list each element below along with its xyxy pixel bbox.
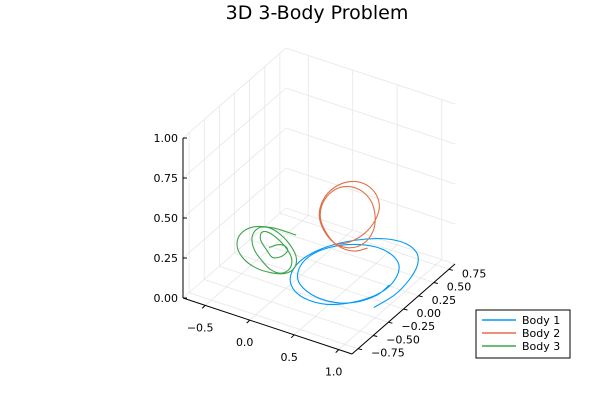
y-tick-label: 0.00	[417, 307, 442, 320]
x-tick-label: 0.5	[280, 351, 298, 364]
x-tick-label: 0.0	[236, 336, 254, 349]
y-tick-label: −0.25	[401, 320, 435, 333]
y-tick-mark	[433, 282, 438, 284]
y-tick-label: 0.25	[432, 294, 457, 307]
grid-line-side-wall-z	[182, 87, 287, 179]
y-tick-label: −0.50	[386, 334, 420, 347]
legend-label-body-2: Body 2	[522, 327, 560, 340]
y-tick-mark	[448, 268, 454, 271]
grid-line-floor-y	[279, 212, 450, 270]
x-tick-label: −0.5	[187, 321, 214, 334]
series-lines	[236, 180, 419, 308]
grid-line-back-wall-z	[285, 47, 456, 105]
series-line-body-1	[289, 238, 419, 308]
y-tick-label: 0.50	[447, 281, 472, 294]
legend-box	[475, 309, 571, 359]
grid-line-floor-y	[249, 239, 419, 297]
grid-line-floor-y	[188, 292, 359, 350]
grid-line-floor-y	[219, 265, 389, 323]
grid-line-side-wall-z	[182, 127, 287, 219]
legend: Body 1 Body 2 Body 3	[475, 309, 571, 359]
grid-line-back-wall-z	[285, 127, 456, 185]
grid-line-floor-y	[264, 226, 434, 283]
x-tick-mark	[290, 334, 295, 339]
x-tick-label: 1.0	[325, 366, 343, 379]
grid-lines	[182, 47, 456, 350]
grid-line-floor-y	[204, 279, 374, 336]
grid-line-back-wall-z	[285, 167, 456, 225]
z-tick-label: 1.00	[154, 132, 179, 145]
grid-line-side-wall-z	[182, 47, 287, 139]
series-line-body-2	[318, 180, 380, 252]
chart-title: 3D 3-Body Problem	[226, 2, 409, 24]
y-tick-mark	[403, 308, 408, 311]
y-tick-mark	[418, 295, 423, 298]
y-tick-mark	[373, 335, 378, 337]
y-tick-label: 0.75	[462, 267, 487, 280]
legend-label-body-3: Body 3	[522, 340, 560, 353]
grid-line-side-wall-z	[182, 167, 287, 259]
x-tick-mark	[201, 305, 206, 309]
y-tick-label: −0.75	[371, 347, 405, 360]
legend-label-body-1: Body 1	[522, 314, 560, 327]
axes	[182, 137, 456, 355]
grid-line-back-wall-z	[285, 87, 456, 145]
z-tick-label: 0.00	[154, 292, 179, 305]
y-tick-mark	[388, 321, 393, 324]
series-line-body-3	[236, 225, 297, 275]
tick-labels: 0.000.250.500.751.00−0.50.00.51.0−0.75−0…	[154, 132, 487, 379]
z-tick-label: 0.75	[154, 172, 179, 185]
x-axis-line	[182, 297, 353, 355]
y-tick-mark	[357, 348, 363, 351]
z-tick-label: 0.50	[154, 212, 179, 225]
x-tick-mark	[335, 349, 340, 353]
z-tick-label: 0.25	[154, 252, 179, 265]
grid-line-side-wall-z	[182, 207, 287, 299]
x-tick-mark	[246, 319, 251, 324]
